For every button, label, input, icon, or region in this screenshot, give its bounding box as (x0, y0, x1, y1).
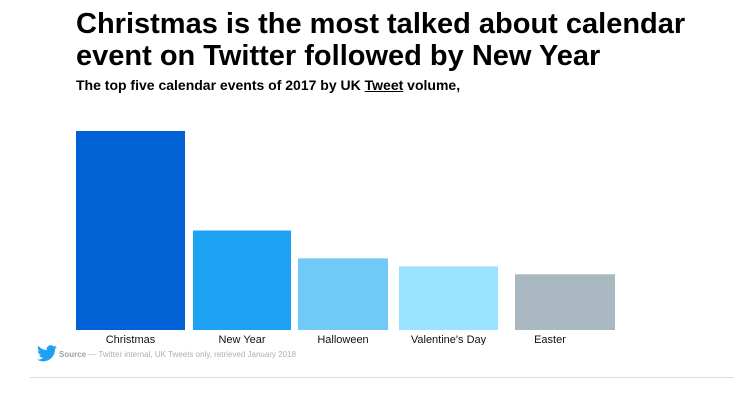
tweet-link[interactable]: Tweet (364, 77, 404, 93)
bar-new-year (193, 230, 291, 330)
source-label: Source (59, 350, 87, 359)
chart-subtitle: The top five calendar events of 2017 by … (76, 77, 460, 93)
subtitle-text: The top five calendar events of 2017 by … (76, 77, 365, 93)
subtitle-suffix: volume, (403, 77, 461, 93)
category-label: Christmas (106, 334, 156, 345)
source-text: — Twitter internal, UK Tweets only, retr… (86, 350, 297, 359)
twitter-bird-icon (37, 345, 57, 362)
category-label: Halloween (317, 334, 368, 345)
source-note: Source — Twitter internal, UK Tweets onl… (59, 350, 296, 359)
bar-halloween (298, 258, 388, 330)
chart-title: Christmas is the most talked about calen… (76, 8, 686, 72)
category-label: Valentine's Day (411, 334, 487, 345)
category-label: New Year (218, 334, 265, 345)
bar-easter (515, 274, 615, 330)
bar-valentine-s-day (399, 266, 498, 330)
bar-christmas (76, 131, 185, 330)
divider (30, 377, 734, 378)
bar-chart: Christmas New Year Halloween Valentine's Da… (76, 131, 615, 345)
category-label: Easter (534, 334, 566, 345)
